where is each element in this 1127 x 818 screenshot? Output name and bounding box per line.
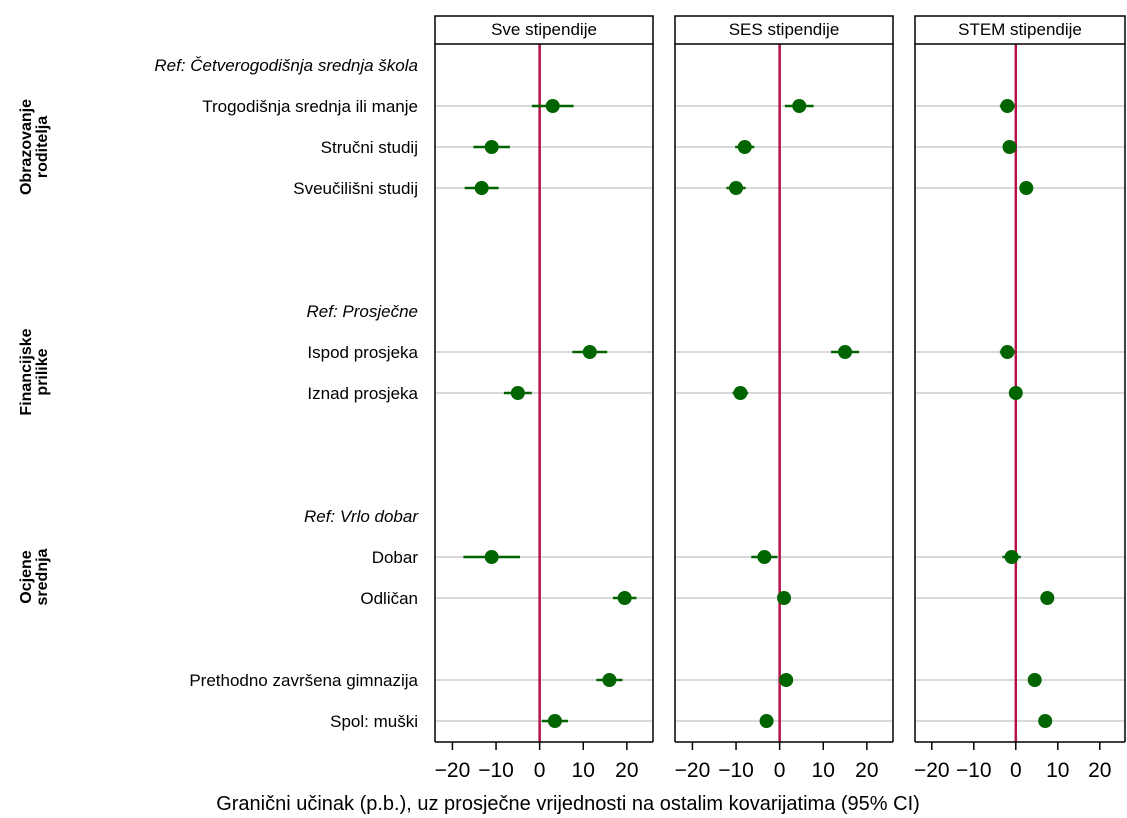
x-tick-label: 0 — [1010, 759, 1022, 782]
x-tick-label: −10 — [478, 759, 514, 782]
x-tick-label: −10 — [718, 759, 754, 782]
point-estimate — [779, 673, 794, 687]
x-tick-label: 20 — [615, 759, 638, 782]
point-estimate — [510, 386, 525, 400]
point-estimate — [759, 714, 774, 728]
x-tick-label: 20 — [1088, 759, 1111, 782]
group-label: Financijskeprilike — [18, 328, 51, 415]
row-label: Dobar — [372, 548, 419, 567]
group-label: Obrazovanjeroditelja — [18, 99, 51, 195]
point-estimate — [757, 550, 772, 564]
point-estimate — [1004, 550, 1019, 564]
row-label: Trogodišnja srednja ili manje — [202, 97, 418, 116]
point-estimate — [1000, 99, 1015, 113]
point-estimate — [602, 673, 617, 687]
x-tick-label: 0 — [774, 759, 786, 782]
row-label: Odličan — [360, 589, 418, 608]
row-label: Spol: muški — [330, 712, 418, 731]
point-estimate — [484, 140, 499, 154]
panels-layer: Sve stipendije −20 −10 0 10 20 SES stipendije −… — [434, 15, 1126, 782]
point-estimate — [582, 345, 597, 359]
point-estimate — [777, 591, 791, 605]
reference-category-label: Ref: Četverogodišnja srednja škola — [154, 56, 418, 75]
panel-header-box — [914, 15, 1126, 45]
panel: STEM stipendije −20 −10 0 10 20 — [914, 15, 1126, 782]
point-estimate — [1038, 714, 1053, 728]
x-tick-label: 10 — [572, 759, 595, 782]
point-estimate — [1040, 591, 1055, 605]
row-label: Sveučilišni studij — [293, 179, 418, 198]
point-estimate — [484, 550, 499, 564]
point-estimate — [1027, 673, 1042, 687]
point-estimate — [792, 99, 807, 113]
point-estimate — [1002, 140, 1017, 154]
point-estimate — [545, 99, 560, 113]
group-label: Ocjenesrednja — [18, 548, 51, 605]
x-tick-label: 10 — [812, 759, 835, 782]
panel: Sve stipendije −20 −10 0 10 20 — [434, 15, 654, 782]
point-estimate — [547, 714, 562, 728]
panel-header-box — [434, 15, 654, 45]
row-label: Ispod prosjeka — [307, 343, 418, 362]
point-estimate — [1000, 345, 1015, 359]
row-labels: Ref: Četverogodišnja srednja škola Trogod… — [154, 56, 419, 731]
x-tick-label: 10 — [1046, 759, 1069, 782]
x-tick-label: −20 — [435, 759, 471, 782]
panel-title: STEM stipendije — [958, 20, 1082, 39]
point-estimate — [474, 181, 489, 195]
reference-category-label: Ref: Prosječne — [307, 302, 419, 321]
panel: SES stipendije −20 −10 0 10 20 — [674, 15, 894, 782]
point-estimate — [1019, 181, 1034, 195]
x-axis-title: Granični učinak (p.b.), uz prosječne vri… — [216, 793, 920, 815]
x-tick-label: 0 — [534, 759, 546, 782]
panel-title: SES stipendije — [729, 20, 840, 39]
row-label: Iznad prosjeka — [307, 384, 418, 403]
x-tick-label: −10 — [956, 759, 992, 782]
point-estimate — [617, 591, 632, 605]
point-estimate — [838, 345, 853, 359]
reference-category-label: Ref: Vrlo dobar — [304, 507, 419, 526]
row-label: Prethodno završena gimnazija — [189, 671, 418, 690]
point-estimate — [737, 140, 752, 154]
panel-title: Sve stipendije — [491, 20, 597, 39]
group-labels: Obrazovanjeroditelja Financijskeprilike Oc… — [18, 99, 51, 606]
point-estimate — [1008, 386, 1023, 400]
x-tick-label: −20 — [914, 759, 950, 782]
panel-header-box — [674, 15, 894, 45]
x-tick-label: −20 — [675, 759, 711, 782]
row-label: Stručni studij — [321, 138, 418, 157]
point-estimate — [733, 386, 748, 400]
point-estimate — [729, 181, 744, 195]
x-tick-label: 20 — [855, 759, 878, 782]
